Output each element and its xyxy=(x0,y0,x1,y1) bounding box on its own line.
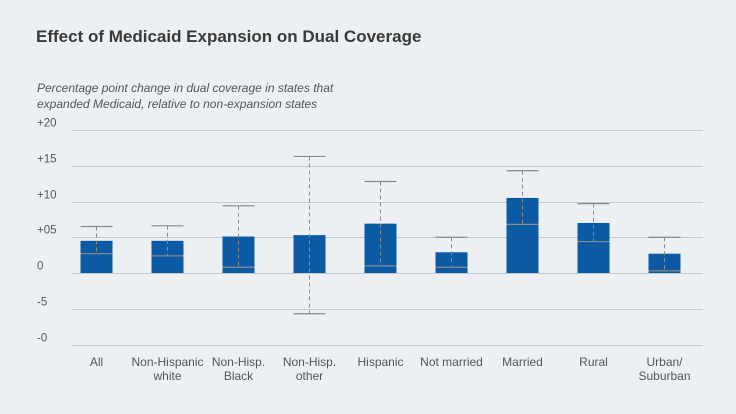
bar xyxy=(151,240,184,273)
y-axis-label: Percentage point change in dual coverage… xyxy=(37,81,334,111)
bar xyxy=(80,240,113,273)
x-category-label: All xyxy=(90,355,103,369)
y-tick-label: -5 xyxy=(37,297,47,309)
x-category-label: Non-Hisp. xyxy=(212,355,265,369)
x-category-label: Urban/ xyxy=(646,355,683,369)
x-category-label: Married xyxy=(502,355,543,369)
x-category-label: other xyxy=(296,369,323,383)
x-category-label: Non-Hisp. xyxy=(283,355,336,369)
bar xyxy=(435,252,468,273)
x-category-label: Black xyxy=(224,369,254,383)
y-tick-label: +05 xyxy=(37,225,57,237)
x-category-labels: All Non-HispanicwhiteNon-Hisp.BlackNon-Hi… xyxy=(90,355,691,383)
x-category-label: Non-Hispanic xyxy=(131,355,203,369)
chart-title: Effect of Medicaid Expansion on Dual Cov… xyxy=(36,27,422,46)
x-category-label: white xyxy=(152,369,181,383)
x-category-label: Rural xyxy=(579,355,608,369)
y-tick-label: +10 xyxy=(37,190,57,202)
y-tick-label: +15 xyxy=(37,154,57,166)
y-tick-label: 0 xyxy=(37,261,43,273)
x-category-label: Suburban xyxy=(638,369,690,383)
y-tick-label: -0 xyxy=(37,333,47,345)
x-category-label: Not married xyxy=(420,355,483,369)
bar xyxy=(648,253,681,273)
bar xyxy=(577,222,610,273)
confidence-intervals xyxy=(80,155,681,315)
bars xyxy=(80,197,681,273)
x-category-label: Hispanic xyxy=(357,355,403,369)
y-tick-label: +20 xyxy=(37,118,57,130)
bar xyxy=(506,197,539,273)
y-tick-labels: +20 +15 +10 +05 0 -5 -0 xyxy=(37,118,57,345)
